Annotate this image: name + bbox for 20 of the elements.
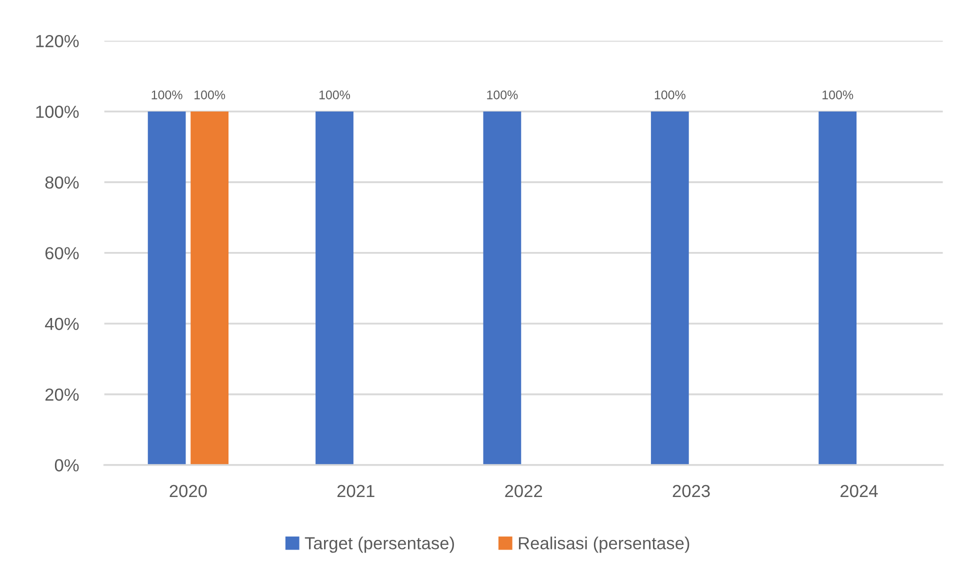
data-label: 100%: [152, 90, 182, 100]
y-tick-label: 80%: [45, 176, 79, 189]
x-tick-label: 2022: [505, 484, 542, 498]
y-tick-label: 0%: [54, 459, 79, 472]
legend-label: Target (persentase): [304, 536, 454, 553]
x-tick-label: 2024: [840, 484, 878, 498]
x-tick-label: 2023: [672, 484, 710, 498]
y-tick-label: 120%: [36, 34, 79, 48]
data-label: 100%: [487, 90, 518, 100]
x-tick-label: 2020: [170, 484, 207, 498]
data-label: 100%: [194, 90, 226, 100]
y-tick-label: 60%: [45, 247, 79, 260]
data-label: 100%: [822, 90, 854, 100]
y-tick-label: 40%: [44, 318, 79, 330]
y-tick-label: 20%: [45, 388, 79, 401]
data-label: 100%: [319, 90, 350, 100]
x-tick-label: 2021: [337, 484, 374, 498]
legend-label: Realisasi (persentase): [518, 536, 690, 553]
data-label: 100%: [654, 90, 686, 100]
y-tick-label: 100%: [36, 106, 79, 118]
